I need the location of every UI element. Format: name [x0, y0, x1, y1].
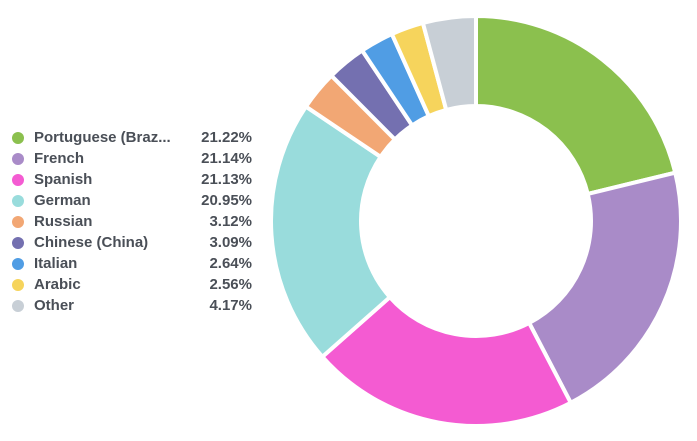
legend-item[interactable]: German 20.95%	[12, 190, 252, 211]
legend-swatch	[12, 131, 24, 144]
donut-slice[interactable]	[420, 14, 478, 112]
legend-value: 3.12%	[209, 213, 252, 230]
chart-legend: Portuguese (Braz... 21.22% French 21.14% Spa…	[12, 127, 252, 316]
legend-value: 20.95%	[201, 192, 252, 209]
legend-value: 3.09%	[209, 234, 252, 251]
legend-swatch	[12, 152, 24, 165]
legend-value: 2.56%	[209, 276, 252, 293]
donut-slice[interactable]	[527, 170, 683, 405]
legend-value: 21.22%	[201, 129, 252, 146]
legend-swatch	[12, 194, 24, 207]
donut-slice[interactable]	[320, 295, 573, 428]
legend-swatch	[12, 173, 24, 186]
legend-item[interactable]: Chinese (China) 3.09%	[12, 232, 252, 253]
legend-item[interactable]: Spanish 21.13%	[12, 169, 252, 190]
donut-slice[interactable]	[474, 14, 678, 196]
legend-swatch	[12, 278, 24, 291]
legend-item[interactable]: French 21.14%	[12, 148, 252, 169]
legend-value: 21.14%	[201, 150, 252, 167]
legend-item[interactable]: Portuguese (Braz... 21.22%	[12, 127, 252, 148]
legend-value: 21.13%	[201, 171, 252, 188]
legend-swatch	[12, 215, 24, 228]
donut-slice[interactable]	[269, 104, 392, 359]
legend-item[interactable]: Russian 3.12%	[12, 211, 252, 232]
legend-item[interactable]: Other 4.17%	[12, 295, 252, 316]
legend-value: 2.64%	[209, 255, 252, 272]
legend-item[interactable]: Italian 2.64%	[12, 253, 252, 274]
legend-swatch	[12, 299, 24, 312]
legend-item[interactable]: Arabic 2.56%	[12, 274, 252, 295]
legend-value: 4.17%	[209, 297, 252, 314]
legend-swatch	[12, 236, 24, 249]
legend-swatch	[12, 257, 24, 270]
